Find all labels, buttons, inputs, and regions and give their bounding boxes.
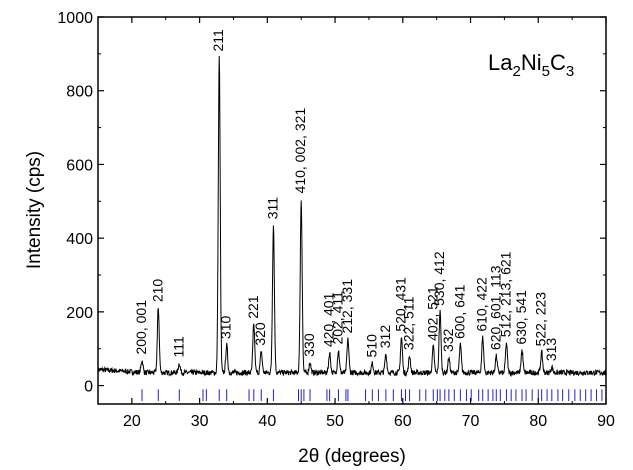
formula-sub-ni: 5: [542, 63, 550, 80]
plot-frame: [97, 16, 607, 405]
formula-sub-c: 3: [566, 63, 574, 80]
formula-sub-la: 2: [512, 63, 520, 80]
y-tick-label: 1000: [57, 10, 93, 27]
y-tick-label: 400: [66, 231, 93, 248]
reflection-ticks: [141, 389, 603, 402]
compound-formula-label: La2Ni5C3: [488, 50, 574, 80]
y-axis-title: Intensity (cps): [24, 151, 45, 269]
peak-label: 212, 331: [339, 279, 355, 334]
peak-label: 211: [210, 29, 226, 52]
diffraction-pattern-line: [97, 55, 607, 378]
plot-background: [98, 17, 606, 404]
y-tick-label: 800: [66, 84, 93, 101]
formula-element-c: C: [550, 50, 566, 75]
peak-label: 402, 521: [424, 286, 440, 341]
x-axis-title: 2θ (degrees): [298, 446, 406, 467]
peak-label: 310: [218, 315, 234, 339]
peak-label: 111: [170, 336, 186, 357]
peak-label: 322, 511: [401, 296, 417, 350]
peak-label: 330: [301, 333, 317, 357]
peak-label: 311: [264, 197, 280, 220]
x-tick-label: 80: [529, 413, 547, 430]
peak-label: 600, 641: [451, 284, 467, 339]
peak-label: 332: [440, 328, 456, 352]
y-tick-label: 200: [66, 305, 93, 322]
peak-label: 520, 431: [392, 277, 408, 332]
peak-label: 312: [377, 325, 393, 349]
peak-label: 202, 411: [329, 291, 345, 345]
peak-label: 620, 601, 113: [487, 265, 503, 350]
x-tick-label: 40: [258, 413, 276, 430]
x-tick-label: 90: [597, 413, 615, 430]
formula-element-la: La: [488, 50, 513, 75]
x-tick-label: 30: [191, 413, 209, 430]
x-tick-label: 20: [123, 413, 141, 430]
peak-label: 530, 412: [431, 251, 447, 306]
peak-label: 522, 223: [533, 292, 549, 347]
peak-label: 200, 001: [133, 300, 149, 355]
peak-label: 221: [245, 295, 261, 319]
y-tick-label: 600: [66, 157, 93, 174]
peak-label: 210: [149, 279, 165, 303]
peak-label: 420, 401: [321, 292, 337, 347]
peak-label: 410, 002, 321: [292, 108, 308, 194]
formula-element-ni: Ni: [521, 50, 542, 75]
peak-label: 512, 213, 621: [497, 251, 513, 337]
peak-label: 320: [252, 322, 268, 346]
x-tick-label: 70: [462, 413, 480, 430]
peak-label: 313: [543, 338, 559, 362]
y-tick-label: 0: [84, 379, 93, 396]
peak-label: 630, 541: [513, 290, 529, 345]
axes: 20 30 40 50 60 70 80 90 0 200 400 600 800 1000: [57, 10, 615, 430]
x-tick-label: 50: [326, 413, 344, 430]
x-tick-label: 60: [394, 413, 412, 430]
peak-label: 610, 422: [474, 277, 490, 332]
peak-label: 510: [363, 334, 379, 358]
